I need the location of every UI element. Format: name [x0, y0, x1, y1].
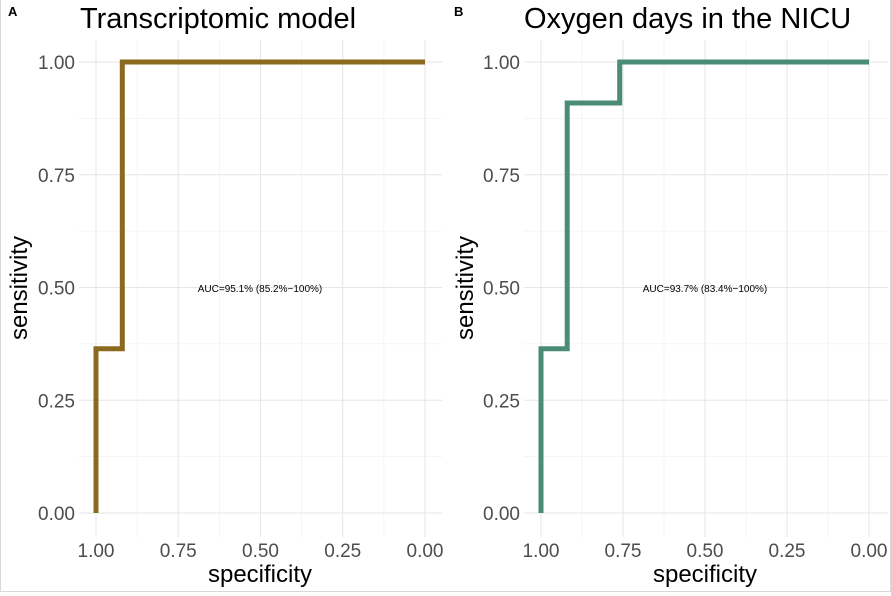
panel-a-y-tick-label: 0.50	[38, 279, 75, 300]
panel-a-x-tick-label: 0.50	[242, 541, 279, 562]
panel-b-auc-annotation: AUC=93.7% (83.4%−100%)	[643, 284, 768, 295]
panel-b-plot-area: 1.00 0.75 0.50 0.25 0.00 0.00 0.25 0.50 0.75 1.00	[483, 40, 888, 562]
panel-b: B Oxygen days in the NICU 1.00 0.75 0.50 0.…	[452, 3, 888, 588]
panel-b-y-tick-label: 0.25	[483, 391, 520, 412]
panel-b-tag: B	[454, 4, 463, 19]
panel-a-plot-area: 1.00 0.75 0.50 0.25 0.00 0.00 0.25 0.50 0.75 1.00	[38, 40, 443, 562]
panel-b-title: Oxygen days in the NICU	[524, 3, 851, 35]
panel-a-y-tick-label: 0.25	[38, 391, 75, 412]
panel-b-y-tick-label: 0.50	[483, 279, 520, 300]
panel-a-x-tick-label: 0.75	[160, 541, 197, 562]
panel-a-x-tick-label: 0.00	[407, 541, 444, 562]
panel-b-x-tick-label: 0.25	[769, 541, 806, 562]
panel-a-x-tick-label: 1.00	[78, 541, 115, 562]
panel-b-y-tick-label: 1.00	[483, 53, 520, 74]
panel-b-x-tick-label: 0.50	[687, 541, 724, 562]
panel-b-x-tick-label: 1.00	[523, 541, 560, 562]
panel-b-x-axis-title: specificity	[653, 561, 757, 588]
panel-a-roc-curve	[93, 59, 425, 513]
panel-b-x-tick-label: 0.75	[605, 541, 642, 562]
panel-b-roc-curve	[538, 59, 869, 513]
panel-a-y-tick-label: 1.00	[38, 53, 75, 74]
panel-a-auc-annotation: AUC=95.1% (85.2%−100%)	[198, 284, 323, 295]
panel-a-x-tick-label: 0.25	[324, 541, 361, 562]
panel-a-title: Transcriptomic model	[80, 3, 356, 35]
panel-b-y-axis-title: sensitivity	[452, 236, 479, 340]
panel-b-x-tick-label: 0.00	[851, 541, 888, 562]
panel-b-y-tick-label: 0.75	[483, 166, 520, 187]
panel-a-x-axis-title: specificity	[208, 561, 312, 588]
panel-a-y-axis-title: sensitivity	[6, 236, 33, 340]
panel-b-y-tick-label: 0.00	[483, 504, 520, 525]
panel-a-y-tick-label: 0.75	[38, 166, 75, 187]
panel-a-y-tick-label: 0.00	[38, 504, 75, 525]
panel-a-tag: A	[8, 4, 18, 19]
panel-a: A Transcriptomic model 1.00 0.75 0.50 0.25 0…	[6, 3, 443, 588]
